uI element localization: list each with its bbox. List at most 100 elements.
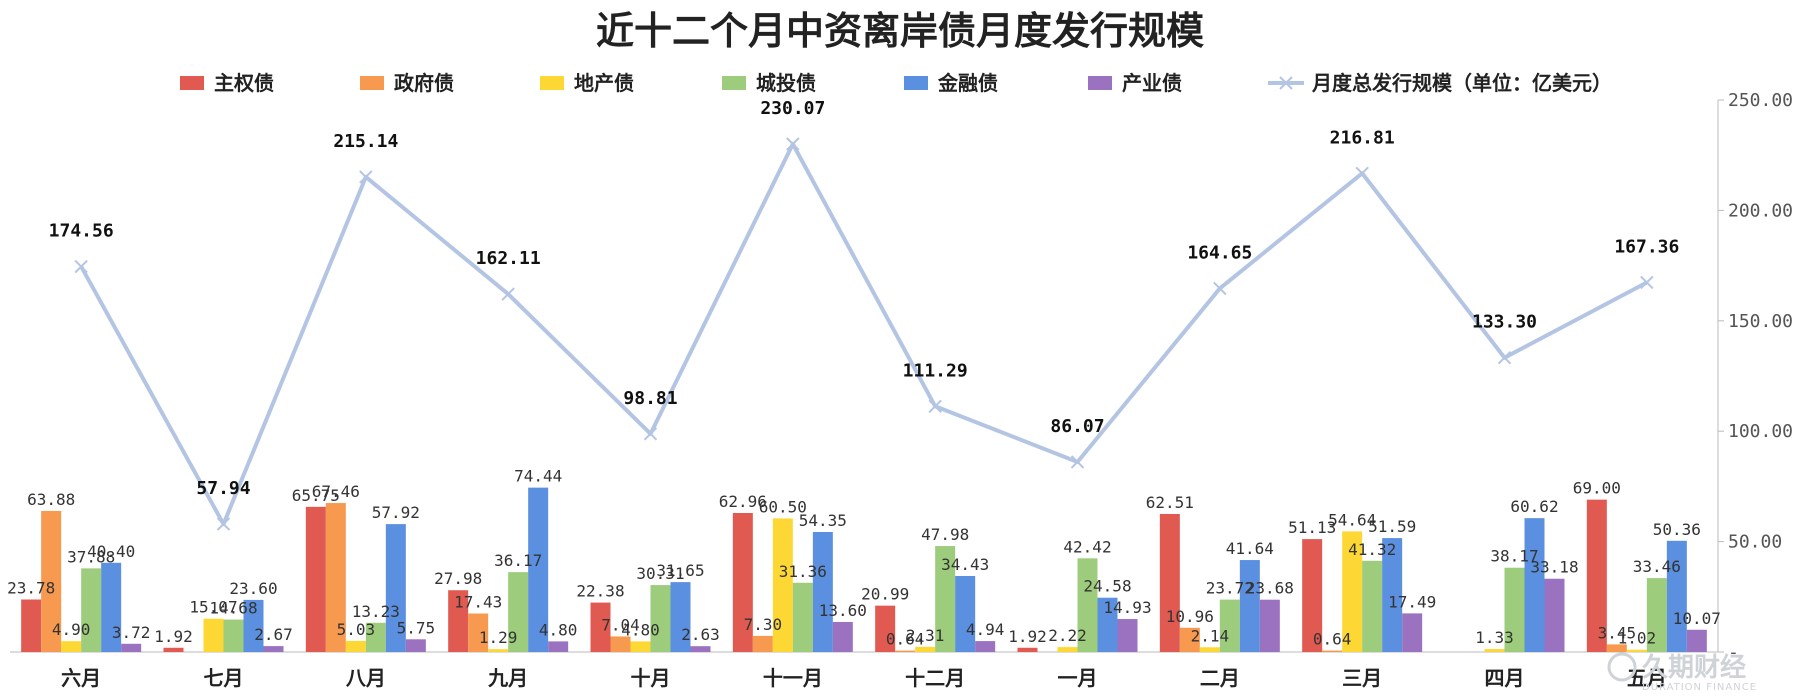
marker-stroke — [786, 137, 800, 151]
bar-3-11 — [1646, 578, 1667, 652]
legend-swatch — [1088, 76, 1112, 90]
bar-label: 40.40 — [87, 542, 135, 561]
chart-title: 近十二个月中资离岸债月度发行规模 — [596, 9, 1204, 53]
bar-label: 22.38 — [576, 582, 624, 601]
bar-label: 38.17 — [1490, 547, 1538, 566]
bar-label: 54.35 — [799, 511, 847, 530]
bar-0-9 — [1302, 539, 1323, 652]
tick-label: 250.00 — [1728, 90, 1793, 111]
bar-label: 65.75 — [292, 486, 340, 505]
bar-label: 2.22 — [1048, 626, 1087, 645]
bar-3-5 — [792, 582, 813, 652]
bar-label: 31.65 — [656, 561, 704, 580]
bar-1-8 — [1179, 627, 1200, 652]
bar-label: 4.80 — [621, 620, 660, 639]
marker-stroke — [1497, 350, 1512, 365]
line-label: 216.81 — [1330, 127, 1395, 148]
line-point — [359, 170, 373, 184]
bar-label: 24.58 — [1083, 577, 1131, 596]
bar-label: 10.07 — [1673, 609, 1721, 628]
bar-label: 2.63 — [681, 625, 720, 644]
bar-label: 15.07 — [189, 598, 237, 617]
watermark-name: 久期财经 — [1642, 652, 1746, 683]
line-point — [74, 259, 88, 274]
bar-4-6 — [955, 575, 976, 652]
marker-stroke — [1355, 166, 1369, 180]
category-label: 十一月 — [763, 666, 823, 690]
bar-0-4 — [590, 602, 611, 652]
bar-5-3 — [548, 641, 569, 652]
bar-label: 13.60 — [819, 601, 867, 620]
category-label: 八月 — [346, 666, 386, 690]
bar-labels: 23.78 1.92 65.75 27.98 22.38 62.96 20.99 1.92 62… — [7, 467, 1721, 649]
bar-label: 60.50 — [759, 497, 807, 516]
bar-0-1 — [163, 647, 184, 652]
bar-label: 1.29 — [479, 628, 518, 647]
legend-item: 地产债 — [540, 71, 634, 95]
bar-label: 1.33 — [1475, 628, 1514, 647]
bar-label: 51.59 — [1368, 517, 1416, 536]
bar-5-7 — [1117, 619, 1138, 652]
legend-swatch — [180, 76, 204, 90]
bar-4-10 — [1524, 518, 1545, 652]
bar-5-5 — [832, 621, 853, 652]
bar-4-0 — [101, 562, 122, 652]
marker-stroke — [501, 287, 515, 301]
right-axis-ticks: 250.00 200.00 150.00 100.00 50.00 - — [1718, 90, 1793, 663]
bar-label: 5.03 — [337, 620, 376, 639]
legend-swatch — [360, 76, 384, 90]
bar-1-9 — [1322, 650, 1343, 652]
bar-label: 1.02 — [1618, 629, 1657, 648]
marker-stroke — [643, 427, 658, 441]
bar-label: 57.92 — [372, 503, 420, 522]
tick-label: 200.00 — [1728, 200, 1793, 221]
line-label: 86.07 — [1050, 416, 1104, 437]
line-label: 174.56 — [49, 221, 114, 242]
bar-label: 41.32 — [1348, 540, 1396, 559]
marker-stroke — [928, 399, 942, 413]
bar-2-9 — [1342, 531, 1363, 652]
bar-label: 63.88 — [27, 490, 75, 509]
legend-label: 政府债 — [394, 71, 454, 95]
bar-label: 33.46 — [1633, 557, 1681, 576]
bar-4-1 — [243, 599, 264, 652]
line-point — [643, 427, 658, 441]
bar-label: 0.64 — [886, 630, 925, 649]
bar-4-9 — [1382, 538, 1403, 652]
bar-label: 3.45 — [1598, 623, 1637, 642]
bar-2-1 — [203, 618, 224, 652]
bar-label: 23.68 — [1246, 579, 1294, 598]
bar-label: 5.75 — [397, 618, 436, 637]
bar-2-5 — [772, 518, 793, 652]
bar-0-0 — [21, 599, 42, 652]
bar-2-0 — [61, 641, 82, 652]
marker-stroke — [1070, 455, 1085, 469]
bar-2-3 — [488, 649, 509, 652]
bar-5-6 — [975, 641, 996, 652]
bar-label: 14.68 — [209, 599, 257, 618]
marker-stroke — [1213, 281, 1227, 296]
bar-label: 7.04 — [601, 615, 640, 634]
bar-label: 0.64 — [1313, 630, 1352, 649]
bar-label: 33.18 — [1530, 558, 1578, 577]
marker-stroke — [74, 259, 88, 274]
line-point — [1070, 455, 1085, 469]
bar-2-6 — [915, 646, 936, 652]
bar-3-6 — [935, 546, 956, 652]
bar-5-1 — [263, 646, 284, 652]
legend-item: 城投债 — [722, 71, 816, 95]
bar-2-8 — [1199, 647, 1220, 652]
line-point — [501, 287, 515, 301]
bar-label: 23.60 — [229, 579, 277, 598]
legend-item: 金融债 — [904, 71, 998, 95]
bar-0-8 — [1159, 513, 1180, 652]
tick-label: 150.00 — [1728, 311, 1793, 332]
legend-swatch — [722, 76, 746, 90]
bar-5-9 — [1402, 613, 1423, 652]
bar-1-11 — [1606, 644, 1627, 652]
bar-label: 10.96 — [1166, 607, 1214, 626]
bar-4-3 — [528, 487, 549, 652]
bar-3-3 — [508, 572, 529, 652]
total-line-series: 174.56 57.94 215.14 162.11 98.81 230.07 111.29… — [49, 98, 1679, 531]
line-point — [1213, 281, 1227, 296]
